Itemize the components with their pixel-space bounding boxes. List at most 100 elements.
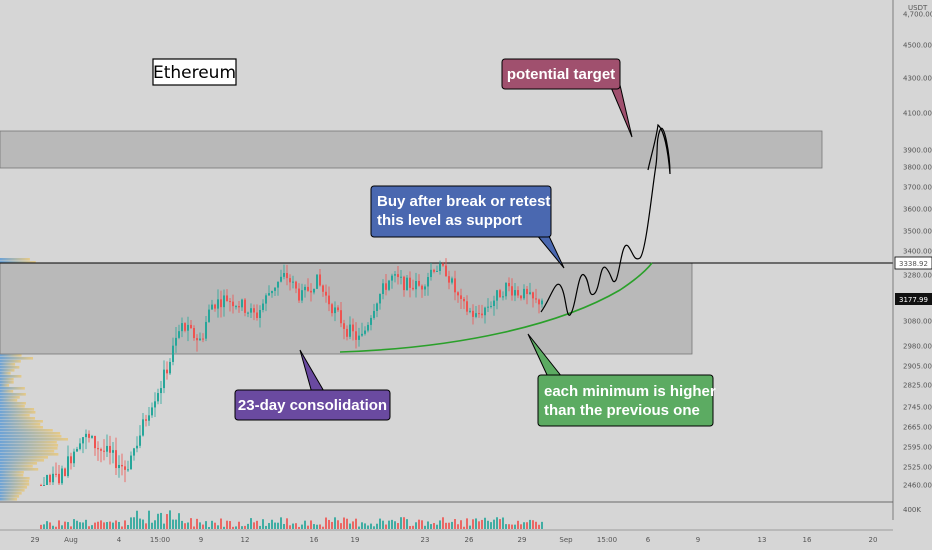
time-tick-label: 15:00 [597, 536, 617, 544]
resistance-price-label: 3338.92 [899, 260, 928, 268]
candle-body [313, 288, 315, 293]
candle-body [46, 474, 48, 485]
volume-bar [151, 522, 153, 529]
volume-profile-bar [0, 393, 26, 396]
candle-body [79, 443, 81, 449]
volume-bar [169, 510, 171, 529]
higher-lows-line1: each minimum is higher [544, 383, 716, 400]
time-tick-label: 26 [465, 536, 474, 544]
candle-body [52, 473, 54, 483]
price-tick-label: 2825.00 [903, 382, 932, 390]
candle-body [319, 274, 321, 286]
candle-body [328, 295, 330, 305]
price-tick-label: 2460.00 [903, 482, 932, 490]
candle-body [490, 305, 492, 307]
volume-bar [190, 518, 192, 529]
candle-body [61, 468, 63, 484]
candle-body [451, 278, 453, 283]
candle-body [508, 282, 510, 287]
volume-bar [535, 521, 537, 529]
volume-bar [538, 524, 540, 529]
candle-body [478, 313, 480, 315]
candle-body [277, 281, 279, 288]
candle-body [64, 468, 66, 477]
candle-body [253, 308, 255, 313]
time-tick-label: 19 [351, 536, 360, 544]
volume-profile-bar [0, 384, 10, 387]
volume-profile-bar [0, 417, 36, 420]
volume-bar [484, 517, 486, 529]
candle-body [148, 415, 150, 421]
candle-body [256, 312, 258, 318]
candle-body [250, 308, 252, 313]
current-price-tag [895, 293, 932, 305]
volume-profile-bar [0, 471, 24, 474]
volume-bar [379, 518, 381, 529]
volume-bar [370, 523, 372, 529]
candle-body [340, 310, 342, 324]
volume-bar [334, 517, 336, 529]
currency-label: USDT [908, 4, 928, 12]
volume-bar [352, 521, 354, 529]
volume-bar [118, 521, 120, 529]
candle-body [244, 299, 246, 313]
candle-body [448, 276, 450, 283]
consolidation-callout [234, 389, 391, 421]
volume-bars [40, 510, 543, 529]
price-tick-label: 3600.00 [903, 206, 932, 214]
volume-bar [178, 513, 180, 529]
volume-bar [523, 522, 525, 529]
price-tick-label: 2595.00 [903, 444, 932, 452]
candle-body [343, 323, 345, 329]
time-tick-label: 9 [696, 536, 700, 544]
candle-body [499, 290, 501, 298]
volume-bar [136, 510, 138, 529]
higher-lows-callout [537, 374, 714, 427]
price-tick-label: 3900.00 [903, 147, 932, 155]
volume-bar [427, 521, 429, 529]
volume-bar [127, 524, 129, 529]
volume-bar [529, 519, 531, 529]
candle-body [301, 290, 303, 301]
candle-body [208, 309, 210, 322]
candle-body [481, 313, 483, 316]
volume-bar [469, 525, 471, 529]
volume-bar [130, 517, 132, 529]
time-tick-label: 20 [869, 536, 878, 544]
candle-body [133, 448, 135, 456]
candle-body [103, 450, 105, 452]
volume-bar [109, 521, 111, 529]
candle-body [394, 274, 396, 276]
volume-bar [508, 524, 510, 529]
volume-bar [526, 522, 528, 529]
volume-profile-bar [0, 483, 30, 486]
candle-body [247, 312, 249, 314]
volume-bar [511, 524, 513, 529]
volume-bar [394, 521, 396, 529]
candle-body [214, 304, 216, 309]
volume-profile-bar [0, 357, 34, 360]
candle-body [502, 296, 504, 298]
volume-bar [304, 520, 306, 529]
volume-bar [328, 519, 330, 529]
candle-body [418, 280, 420, 286]
candle-body [346, 328, 348, 337]
volume-bar [442, 517, 444, 529]
candle-body [505, 282, 507, 297]
candle-body [106, 445, 108, 452]
volume-bar [421, 520, 423, 529]
price-tick-label: 2980.00 [903, 343, 932, 351]
candle-body [514, 290, 516, 296]
time-tick-label: 4 [117, 536, 122, 544]
candle-body [370, 317, 372, 325]
price-tick-label: 4100.00 [903, 110, 932, 118]
candle-body [58, 473, 60, 484]
volume-profile-bar [0, 426, 44, 429]
volume-profile-bar [0, 390, 14, 393]
candle-body [409, 277, 411, 288]
time-tick-label: 9 [199, 536, 203, 544]
volume-bar [94, 522, 96, 529]
volume-profile-bar [0, 441, 57, 444]
volume-profile-bar [0, 399, 18, 402]
buy-callout [370, 185, 552, 238]
